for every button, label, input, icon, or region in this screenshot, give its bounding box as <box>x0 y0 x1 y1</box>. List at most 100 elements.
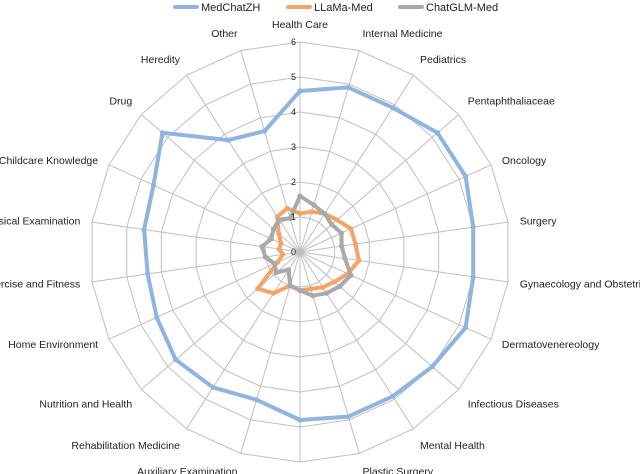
series-point-chatglm-med <box>262 254 268 260</box>
grid-spoke <box>186 251 301 429</box>
series-point-medchatzh <box>261 128 268 134</box>
series-point-llama-med <box>309 209 315 215</box>
series-point-medchatzh <box>225 137 231 143</box>
radar-grid <box>91 41 509 463</box>
series-point-llama-med <box>276 246 282 252</box>
tick-label: 6 <box>291 37 296 47</box>
series-point-llama-med <box>334 217 340 223</box>
category-label: Health Care <box>272 19 328 31</box>
series-point-medchatzh <box>470 274 476 280</box>
series-point-chatglm-med <box>297 287 303 294</box>
category-label: Home Environment <box>8 339 98 351</box>
series-point-medchatzh <box>463 173 469 179</box>
series-point-medchatzh <box>154 314 160 320</box>
grid-spoke <box>299 114 460 253</box>
category-label: Dermatovenereology <box>502 339 600 351</box>
series-point-medchatzh <box>145 271 151 277</box>
legend-label: MedChatZH <box>201 2 260 14</box>
tick-label: 0 <box>291 247 296 257</box>
series-point-chatglm-med <box>310 293 316 299</box>
grid-spoke <box>92 221 301 253</box>
category-label: Other <box>211 28 238 40</box>
tick-label: 4 <box>291 107 296 117</box>
tick-label: 3 <box>291 142 296 152</box>
series-point-medchatzh <box>434 130 441 136</box>
series-point-chatglm-med <box>329 221 335 228</box>
series-point-medchatzh <box>297 417 303 423</box>
category-label: Surgery <box>520 215 558 227</box>
series-point-chatglm-med <box>287 283 293 289</box>
category-label: Auxiliary Examination <box>137 466 238 474</box>
grid-spoke <box>299 251 492 340</box>
category-label: Pediatrics <box>420 54 466 66</box>
series-point-chatglm-med <box>339 243 345 249</box>
grid-spoke <box>299 251 414 429</box>
series-point-chatglm-med <box>276 217 282 223</box>
category-label: Oncology <box>502 155 547 167</box>
category-label: Drug <box>109 96 132 108</box>
series-point-llama-med <box>280 251 286 258</box>
grid-spoke <box>299 251 460 390</box>
series-point-medchatzh <box>390 393 396 399</box>
series-point-chatglm-med <box>323 290 330 296</box>
series-point-llama-med <box>320 284 326 290</box>
series-point-chatglm-med <box>337 283 343 289</box>
series-point-llama-med <box>352 241 358 247</box>
series-point-medchatzh <box>470 224 476 230</box>
series-point-medchatzh <box>297 88 303 94</box>
series-point-medchatzh <box>254 397 260 403</box>
series-point-chatglm-med <box>259 243 265 250</box>
series-point-llama-med <box>276 231 282 237</box>
series-point-medchatzh <box>345 84 351 90</box>
series-point-medchatzh <box>173 357 179 363</box>
grid-spoke <box>299 75 414 253</box>
grid-spoke <box>299 50 360 253</box>
legend-label: ChatGLM-Med <box>426 2 498 14</box>
category-label: Exercise and Fitness <box>0 279 80 291</box>
category-labels: Health Care Internal Medicine Pediatrics Pe… <box>0 19 640 474</box>
tick-label: 2 <box>291 177 296 187</box>
tick-label: 5 <box>291 72 296 82</box>
legend-label: LLaMa-Med <box>314 2 373 14</box>
category-label: Plastic Surgery <box>363 466 434 474</box>
series-point-chatglm-med <box>273 270 279 276</box>
grid-spoke <box>299 164 492 253</box>
category-label: Nutrition and Health <box>39 398 132 410</box>
series-layer <box>141 84 476 423</box>
series-point-chatglm-med <box>311 202 317 208</box>
series-point-chatglm-med <box>286 267 292 273</box>
series-point-llama-med <box>356 257 362 264</box>
series-point-chatglm-med <box>268 236 274 242</box>
category-label: Rehabilitation Medicine <box>71 440 180 452</box>
series-point-chatglm-med <box>271 261 278 267</box>
series-point-medchatzh <box>159 130 166 136</box>
series-point-chatglm-med <box>270 226 277 232</box>
category-label: Internal Medicine <box>363 28 443 40</box>
category-label: Pentaphthaliaceae <box>468 96 555 108</box>
series-point-chatglm-med <box>342 255 348 262</box>
series-point-chatglm-med <box>297 193 303 199</box>
series-point-medchatzh <box>390 105 396 111</box>
series-point-medchatzh <box>429 364 435 370</box>
grid-spoke <box>108 251 301 340</box>
series-point-llama-med <box>331 279 337 285</box>
category-label: Heredity <box>141 54 181 66</box>
category-label: Mental Health <box>420 440 485 452</box>
grid-spoke <box>186 75 301 253</box>
series-point-llama-med <box>348 226 354 232</box>
grid-spoke <box>108 164 301 253</box>
series-point-medchatzh <box>463 325 469 331</box>
grid-spoke <box>299 251 360 454</box>
series-point-medchatzh <box>150 182 157 188</box>
category-label: Gynaecology and Obstetrics <box>520 279 640 291</box>
series-point-llama-med <box>284 205 290 211</box>
series-point-llama-med <box>297 210 303 217</box>
tick-labels: 0 1 2 3 4 5 6 <box>291 37 296 257</box>
series-point-chatglm-med <box>287 215 293 221</box>
series-point-medchatzh <box>345 414 351 420</box>
grid-spoke <box>140 251 301 390</box>
series-point-llama-med <box>255 286 261 292</box>
category-label: Childcare Knowledge <box>0 155 98 167</box>
series-point-llama-med <box>278 240 284 246</box>
